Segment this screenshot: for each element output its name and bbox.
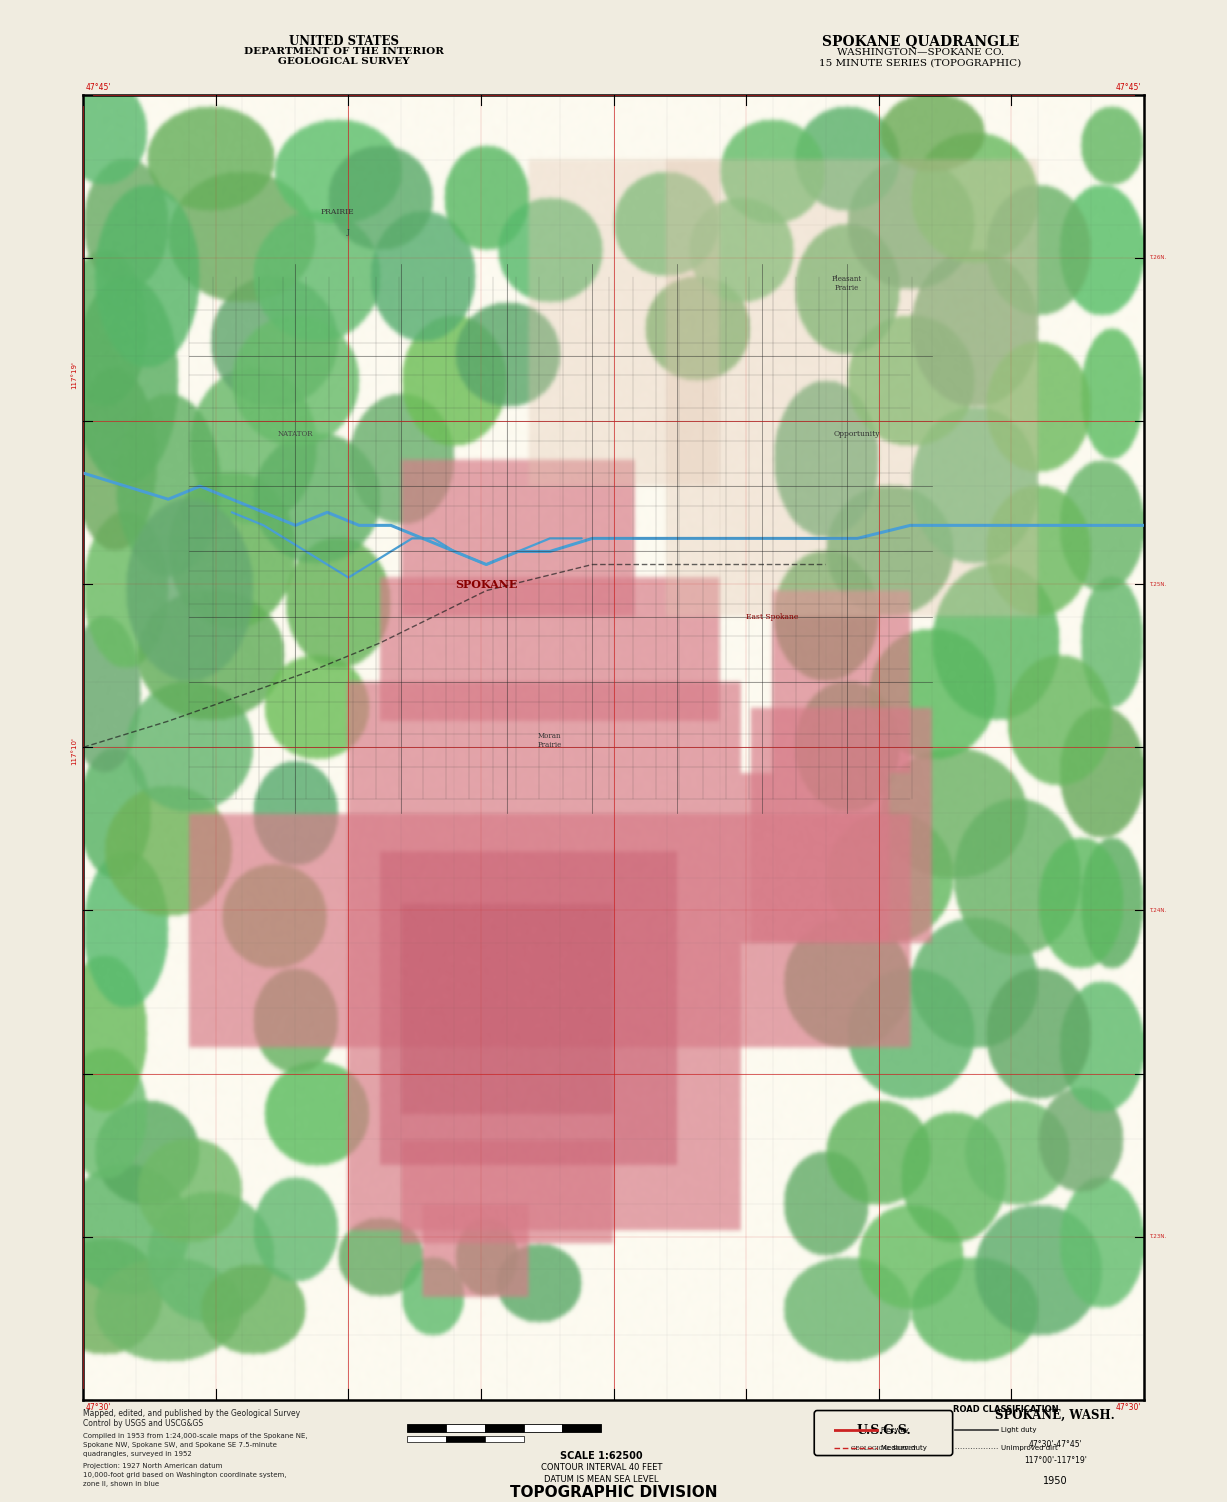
Text: T.23N.: T.23N. — [1148, 1235, 1166, 1239]
Text: UNITED STATES: UNITED STATES — [288, 35, 399, 48]
Text: 117°10': 117°10' — [71, 737, 77, 765]
Bar — [562, 1424, 601, 1433]
Text: U.S.G.S.: U.S.G.S. — [856, 1424, 910, 1437]
Text: GEOLOGICAL SURVEY: GEOLOGICAL SURVEY — [850, 1446, 917, 1451]
Bar — [445, 1424, 485, 1433]
Text: T.24N.: T.24N. — [1148, 907, 1166, 913]
Text: 47°30': 47°30' — [86, 1403, 112, 1412]
Text: 1950: 1950 — [1043, 1475, 1067, 1485]
Text: WASHINGTON—SPOKANE CO.: WASHINGTON—SPOKANE CO. — [837, 48, 1004, 57]
Text: SPOKANE QUADRANGLE: SPOKANE QUADRANGLE — [822, 35, 1018, 48]
Text: Moran
Prairie: Moran Prairie — [537, 731, 562, 749]
Text: 117°00'-117°19': 117°00'-117°19' — [1023, 1455, 1087, 1464]
Bar — [407, 1436, 445, 1442]
Bar — [407, 1424, 445, 1433]
Bar — [485, 1436, 524, 1442]
Text: Projection: 1927 North American datum: Projection: 1927 North American datum — [83, 1463, 223, 1469]
Text: SPOKANE: SPOKANE — [455, 578, 518, 590]
Text: Unimproved dirt: Unimproved dirt — [1001, 1445, 1058, 1451]
Text: quadrangles, surveyed in 1952: quadrangles, surveyed in 1952 — [83, 1451, 193, 1457]
Text: GEOLOGICAL SURVEY: GEOLOGICAL SURVEY — [277, 57, 410, 66]
Text: SCALE 1:62500: SCALE 1:62500 — [560, 1451, 643, 1461]
Text: Freeway: Freeway — [881, 1427, 909, 1433]
Text: CONTOUR INTERVAL 40 FEET: CONTOUR INTERVAL 40 FEET — [541, 1463, 661, 1472]
Text: 47°45': 47°45' — [1115, 83, 1141, 92]
Text: Compiled in 1953 from 1:24,000-scale maps of the Spokane NE,: Compiled in 1953 from 1:24,000-scale map… — [83, 1433, 308, 1439]
Text: 47°30': 47°30' — [1115, 1403, 1141, 1412]
Text: zone II, shown in blue: zone II, shown in blue — [83, 1481, 160, 1487]
Text: 47°30'-47°45': 47°30'-47°45' — [1028, 1440, 1082, 1449]
Text: Mapped, edited, and published by the Geological Survey: Mapped, edited, and published by the Geo… — [83, 1409, 301, 1418]
Text: NATATOR: NATATOR — [277, 430, 313, 439]
Text: Light duty: Light duty — [1001, 1427, 1037, 1433]
Text: Spokane NW, Spokane SW, and Spokane SE 7.5-minute: Spokane NW, Spokane SW, and Spokane SE 7… — [83, 1442, 277, 1448]
Bar — [485, 1424, 524, 1433]
Text: DEPARTMENT OF THE INTERIOR: DEPARTMENT OF THE INTERIOR — [244, 47, 443, 56]
Text: ROAD CLASSIFICATION: ROAD CLASSIFICATION — [953, 1404, 1059, 1413]
Text: Medium duty: Medium duty — [881, 1445, 926, 1451]
Text: T.26N.: T.26N. — [1148, 255, 1166, 260]
Text: 15 MINUTE SERIES (TOPOGRAPHIC): 15 MINUTE SERIES (TOPOGRAPHIC) — [820, 59, 1021, 68]
Text: DATUM IS MEAN SEA LEVEL: DATUM IS MEAN SEA LEVEL — [544, 1475, 659, 1484]
Text: 10,000-foot grid based on Washington coordinate system,: 10,000-foot grid based on Washington coo… — [83, 1472, 287, 1478]
Text: 117°19': 117°19' — [71, 362, 77, 389]
Text: Opportunity: Opportunity — [834, 430, 881, 439]
Text: T.25N.: T.25N. — [1148, 581, 1166, 587]
Text: TOPOGRAPHIC DIVISION: TOPOGRAPHIC DIVISION — [509, 1485, 718, 1500]
Text: 47°45': 47°45' — [86, 83, 112, 92]
Text: PRAIRIE: PRAIRIE — [321, 209, 355, 216]
Text: SPOKANE, WASH.: SPOKANE, WASH. — [995, 1409, 1115, 1422]
Bar — [445, 1436, 485, 1442]
Text: Pleasant
Prairie: Pleasant Prairie — [832, 275, 861, 293]
Text: East Spokane: East Spokane — [746, 613, 799, 620]
Bar — [524, 1424, 562, 1433]
Text: Control by USGS and USCG&GS: Control by USGS and USCG&GS — [83, 1419, 204, 1428]
Text: J: J — [347, 228, 350, 236]
